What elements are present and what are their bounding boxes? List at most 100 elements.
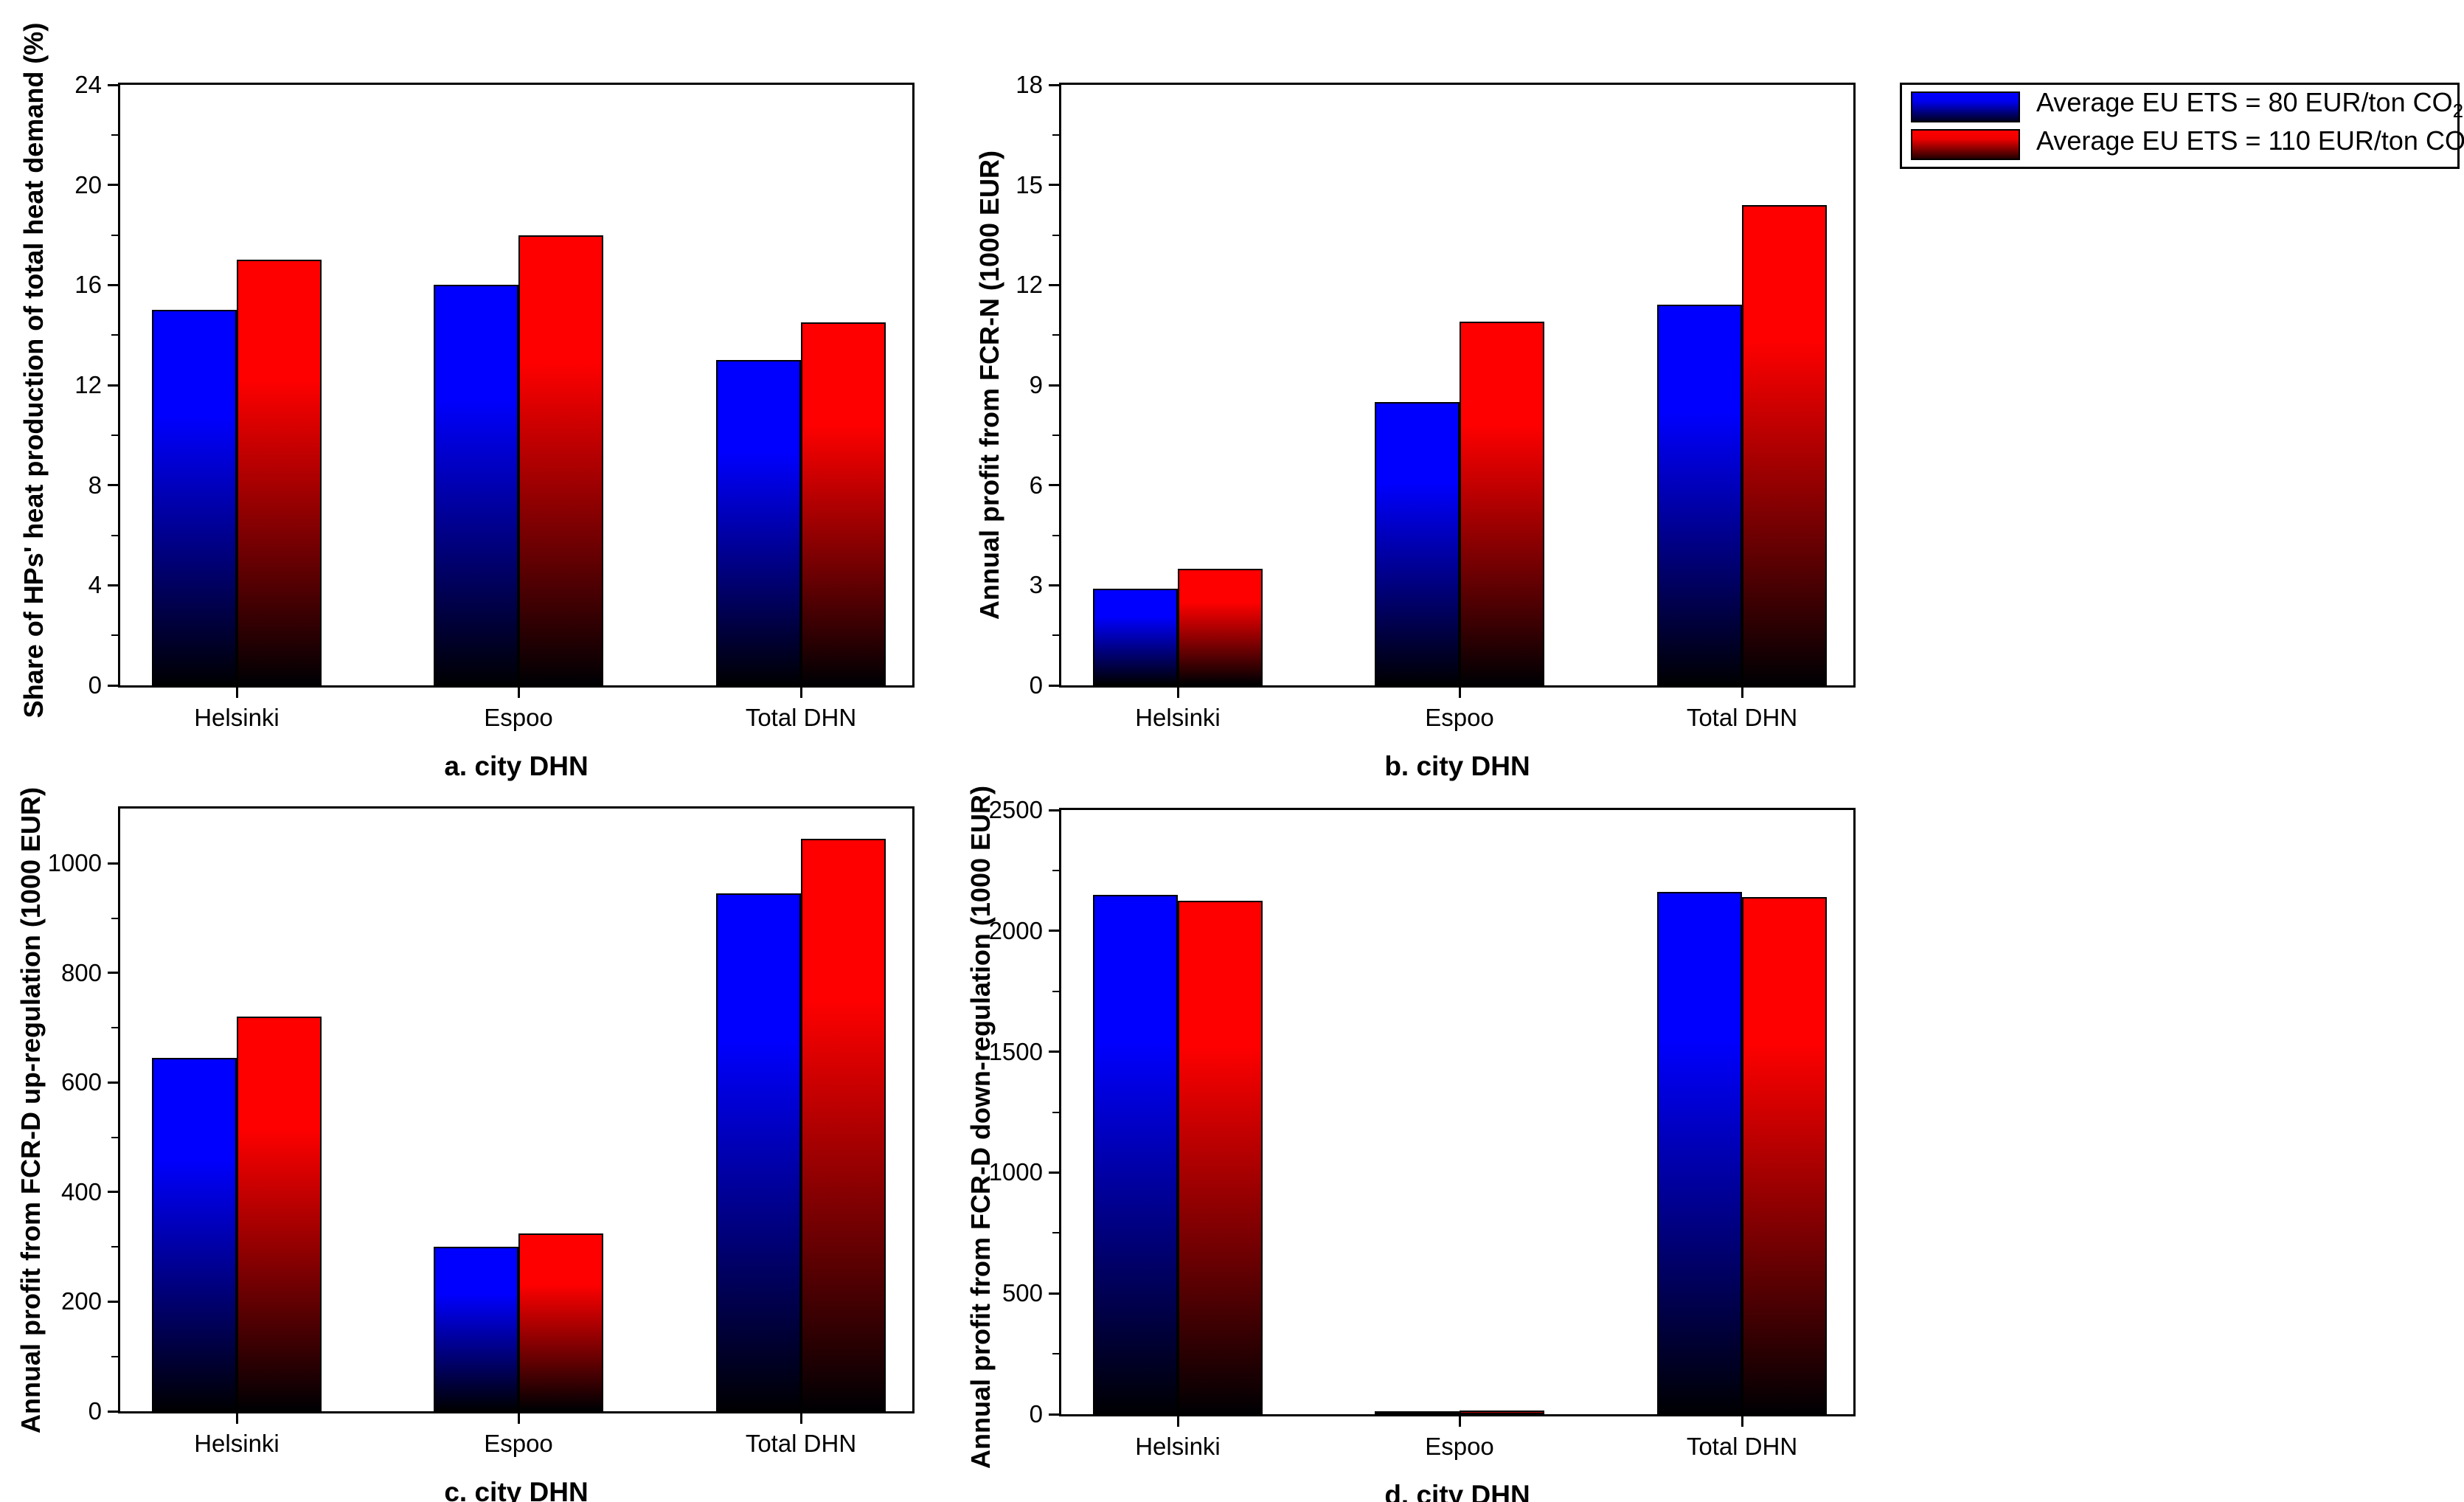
y-tick-label: 3 xyxy=(1029,571,1043,599)
y-minor-tick xyxy=(111,234,118,236)
y-major-tick xyxy=(1049,684,1059,687)
y-tick-label: 400 xyxy=(60,1177,102,1205)
y-minor-tick xyxy=(1052,234,1059,236)
x-tick xyxy=(235,1413,238,1424)
y-tick-label: 200 xyxy=(60,1287,102,1315)
y-major-tick xyxy=(108,384,118,387)
x-tick xyxy=(517,1413,520,1424)
y-major-tick xyxy=(108,1300,118,1303)
y-tick-label: 0 xyxy=(88,671,102,699)
bar-helsinki-blue xyxy=(1093,894,1178,1414)
x-axis-title-d: d. city DHN xyxy=(1384,1480,1530,1502)
y-major-tick xyxy=(108,83,118,86)
bar-helsinki-red xyxy=(237,260,322,685)
y-tick-label: 800 xyxy=(60,958,102,986)
bar-total-dhn-blue xyxy=(1657,305,1742,685)
y-axis-title-a: Share of HPs' heat production of total h… xyxy=(18,22,49,719)
y-tick-label: 6 xyxy=(1029,471,1043,499)
y-major-tick xyxy=(1049,1171,1059,1174)
bar-espoo-red xyxy=(518,1233,603,1411)
y-axis-title-c: Annual profit from FCR-D up-regulation (… xyxy=(15,786,46,1433)
bar-total-dhn-red xyxy=(801,838,886,1411)
x-tick xyxy=(1741,1416,1743,1427)
y-major-tick xyxy=(108,484,118,487)
bar-espoo-blue xyxy=(1375,1411,1460,1414)
y-tick-label: 8 xyxy=(88,471,102,499)
x-category-label: Total DHN xyxy=(745,704,857,731)
bar-helsinki-red xyxy=(237,1017,322,1411)
y-minor-tick xyxy=(1052,1111,1059,1113)
y-minor-tick xyxy=(111,334,118,336)
y-major-tick xyxy=(108,862,118,865)
y-major-tick xyxy=(108,283,118,286)
y-major-tick xyxy=(1049,384,1059,387)
x-tick xyxy=(799,1413,802,1424)
x-category-label: Helsinki xyxy=(194,704,280,731)
x-category-label: Total DHN xyxy=(745,1430,857,1457)
y-minor-tick xyxy=(1052,434,1059,436)
bar-total-dhn-blue xyxy=(1657,892,1742,1414)
y-minor-tick xyxy=(1052,869,1059,871)
y-tick-label: 2500 xyxy=(988,796,1043,823)
bar-helsinki-blue xyxy=(1093,588,1178,685)
bar-espoo-blue xyxy=(434,285,518,685)
y-tick-label: 500 xyxy=(1002,1279,1043,1307)
y-minor-tick xyxy=(111,1355,118,1357)
y-tick-label: 0 xyxy=(88,1397,102,1425)
y-major-tick xyxy=(1049,184,1059,187)
y-major-tick xyxy=(1049,1413,1059,1416)
y-tick-label: 4 xyxy=(88,571,102,599)
x-tick xyxy=(517,688,520,698)
y-major-tick xyxy=(1049,283,1059,286)
bar-espoo-red xyxy=(518,235,603,685)
x-tick xyxy=(1176,1416,1179,1427)
y-minor-tick xyxy=(111,917,118,919)
y-major-tick xyxy=(108,972,118,975)
y-major-tick xyxy=(1049,930,1059,932)
x-category-label: Espoo xyxy=(484,1430,553,1457)
y-tick-label: 12 xyxy=(1016,271,1043,299)
bar-helsinki-red xyxy=(1178,900,1263,1414)
y-major-tick xyxy=(108,584,118,586)
x-category-label: Total DHN xyxy=(1686,1433,1798,1460)
y-tick-label: 12 xyxy=(74,371,102,398)
y-minor-tick xyxy=(1052,1353,1059,1355)
y-tick-label: 600 xyxy=(60,1068,102,1096)
y-minor-tick xyxy=(111,1136,118,1138)
x-tick xyxy=(235,688,238,698)
y-minor-tick xyxy=(111,634,118,637)
x-category-label: Total DHN xyxy=(1686,704,1798,731)
y-major-tick xyxy=(1049,484,1059,487)
y-minor-tick xyxy=(1052,534,1059,536)
x-category-label: Espoo xyxy=(484,704,553,731)
x-category-label: Helsinki xyxy=(1135,704,1221,731)
y-minor-tick xyxy=(1052,990,1059,992)
bar-helsinki-blue xyxy=(152,310,237,685)
x-category-label: Helsinki xyxy=(194,1430,280,1457)
bar-total-dhn-red xyxy=(1742,204,1827,685)
y-tick-label: 0 xyxy=(1029,1400,1043,1427)
x-category-label: Espoo xyxy=(1425,1433,1494,1460)
legend-item-ets-110: Average EU ETS = 110 EUR/ton CO2 xyxy=(1911,125,2464,164)
legend: Average EU ETS = 80 EUR/ton CO2 Average … xyxy=(1900,83,2464,169)
x-axis-title-b: b. city DHN xyxy=(1384,751,1530,781)
y-tick-label: 15 xyxy=(1016,170,1043,198)
y-minor-tick xyxy=(111,134,118,136)
y-tick-label: 16 xyxy=(74,271,102,299)
y-tick-label: 18 xyxy=(1016,71,1043,98)
y-major-tick xyxy=(108,184,118,187)
bar-espoo-blue xyxy=(434,1247,518,1411)
x-axis-title-a: a. city DHN xyxy=(444,751,589,781)
x-category-label: Helsinki xyxy=(1135,1433,1221,1460)
y-major-tick xyxy=(1049,83,1059,86)
y-tick-label: 1000 xyxy=(988,1158,1043,1186)
y-minor-tick xyxy=(111,1027,118,1029)
bar-total-dhn-blue xyxy=(716,360,801,685)
y-minor-tick xyxy=(111,1246,118,1248)
x-category-label: Espoo xyxy=(1425,704,1494,731)
bar-helsinki-blue xyxy=(152,1057,237,1411)
y-tick-label: 0 xyxy=(1029,671,1043,699)
y-tick-label: 2000 xyxy=(988,916,1043,944)
legend-item-ets-80: Average EU ETS = 80 EUR/ton CO2 xyxy=(1911,88,2463,125)
